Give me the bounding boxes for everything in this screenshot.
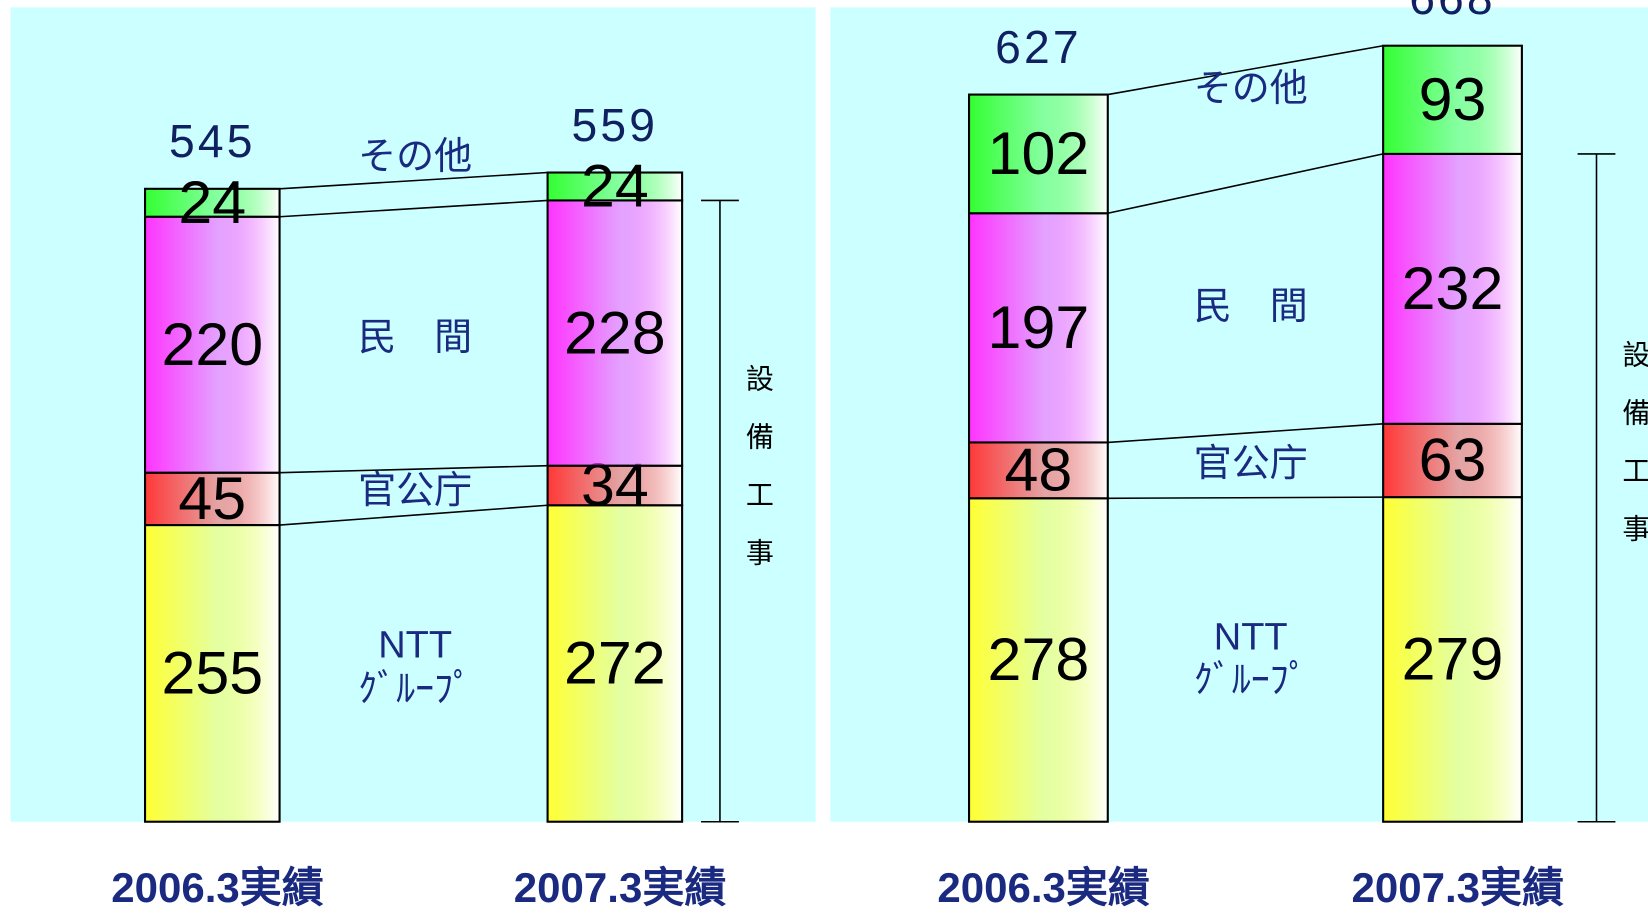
series-label: NTT ｸﾞﾙｰﾌﾟ	[1193, 616, 1308, 702]
bar-segment	[967, 212, 1109, 444]
bar-segment	[967, 497, 1109, 823]
value-label: 197	[988, 293, 1090, 361]
value-label: 220	[161, 310, 263, 378]
value-label: 232	[1402, 254, 1504, 322]
value-label: 255	[161, 639, 263, 707]
series-label: 民 間	[358, 317, 473, 360]
connector	[1107, 423, 1384, 444]
value-label: 279	[1402, 625, 1504, 693]
bar-segment	[1382, 152, 1523, 425]
series-label: NTT ｸﾞﾙｰﾌﾟ	[358, 624, 473, 711]
total-label: 668	[1409, 0, 1496, 24]
total-label: 627	[995, 21, 1082, 73]
bar-segment	[546, 171, 684, 202]
bar-segment	[546, 199, 684, 467]
connector	[1107, 153, 1384, 215]
total-label: 559	[572, 99, 659, 151]
value-label: 63	[1419, 426, 1487, 494]
value-label: 48	[1005, 436, 1073, 504]
bar-segment	[1382, 44, 1523, 155]
value-label: 102	[988, 119, 1090, 187]
bar-segment	[143, 471, 281, 527]
bar-segment	[143, 524, 281, 823]
series-label: その他	[358, 136, 473, 179]
connector	[1107, 44, 1384, 96]
connector	[1107, 496, 1384, 500]
series-label: 民 間	[1193, 286, 1308, 329]
bar-segment	[1382, 496, 1523, 823]
x-tick-label: 2007.3実績	[514, 864, 727, 911]
bar-segment	[1382, 422, 1523, 499]
value-label: 272	[564, 629, 666, 697]
bar-segment	[546, 464, 684, 507]
x-tick-label: 2007.3実績	[1351, 864, 1564, 911]
value-label: 278	[988, 625, 1090, 693]
connector	[279, 464, 548, 474]
x-tick-label: 2006.3実績	[111, 864, 324, 911]
bracket-label: 設備工事	[1619, 340, 1648, 573]
value-label: 93	[1419, 65, 1487, 133]
bar-segment	[143, 187, 281, 218]
connector	[279, 199, 548, 218]
connector	[279, 504, 548, 526]
bracket-label: 設備工事	[742, 363, 774, 596]
connector	[279, 171, 548, 190]
value-label: 24	[581, 152, 649, 220]
bar-segment	[143, 215, 281, 474]
value-label: 45	[178, 464, 246, 532]
x-tick-label: 2006.3実績	[937, 864, 1150, 911]
value-label: 228	[564, 298, 666, 366]
total-label: 545	[169, 115, 256, 167]
bar-segment	[967, 93, 1109, 215]
series-label: 官公庁	[358, 470, 473, 513]
value-label: 24	[178, 168, 246, 236]
series-label: 官公庁	[1193, 443, 1308, 486]
series-label: その他	[1193, 68, 1308, 111]
